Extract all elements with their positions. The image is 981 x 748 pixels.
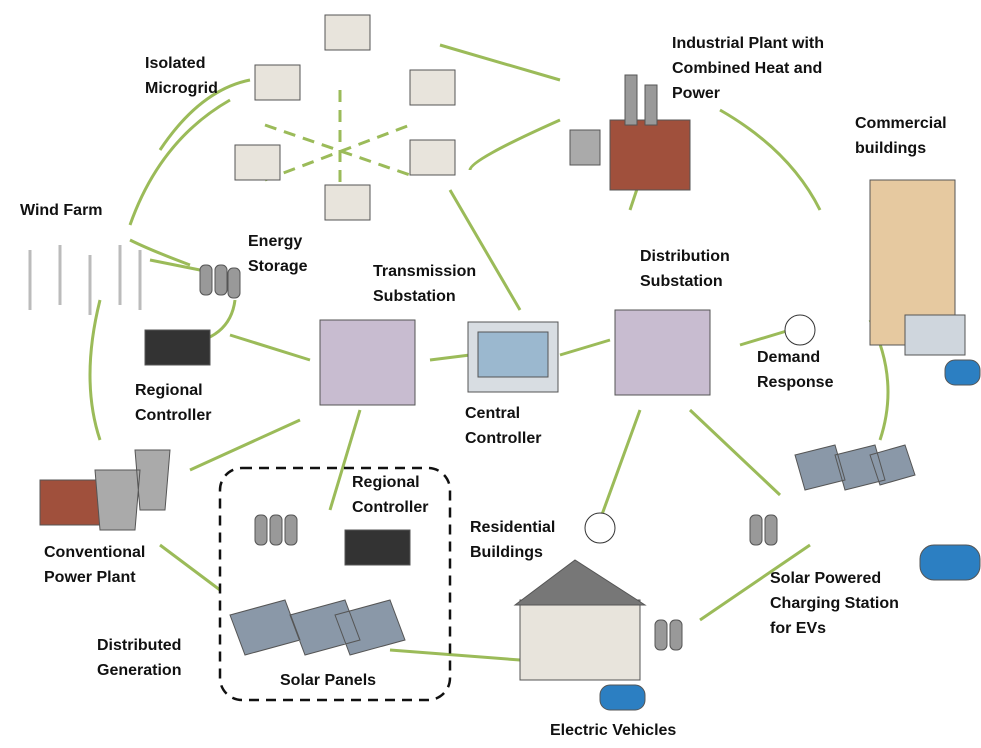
node-label: Demand: [757, 349, 820, 366]
node-label: Isolated: [145, 55, 205, 72]
diagram: Isolated Microgrid Industrial Plant with Co…: [0, 0, 981, 743]
node-label: Energy: [248, 233, 302, 250]
node-label: Substation: [373, 288, 456, 305]
node-label: buildings: [855, 140, 926, 157]
node-label: Microgrid: [145, 80, 218, 97]
node-label: Conventional: [44, 544, 145, 561]
node-label: Controller: [465, 430, 541, 447]
node-label: Distribution: [640, 248, 730, 265]
node-label: Buildings: [470, 544, 543, 561]
node-label: Combined Heat and: [672, 60, 822, 77]
node-label: Wind Farm: [20, 202, 103, 219]
node-label: Commercial: [855, 115, 947, 132]
node-label: Electric Vehicles: [550, 722, 676, 739]
node-label: Transmission: [373, 263, 476, 280]
node-label: Storage: [248, 258, 308, 275]
node-label: Power Plant: [44, 569, 136, 586]
node-label: Controller: [352, 499, 428, 516]
node-label: Response: [757, 374, 834, 391]
node-label: Charging Station: [770, 595, 899, 612]
node-label: Regional: [352, 474, 420, 491]
node-label: Solar Panels: [280, 672, 376, 689]
node-label: Power: [672, 85, 720, 102]
node-label: Controller: [135, 407, 211, 424]
node-label: for EVs: [770, 620, 826, 637]
node-label: Solar Powered: [770, 570, 881, 587]
node-label: Distributed: [97, 637, 181, 654]
node-label: Central: [465, 405, 520, 422]
node-label: Substation: [640, 273, 723, 290]
page: Isolated Microgrid Industrial Plant with Co…: [0, 0, 981, 748]
node-label: Generation: [97, 662, 181, 679]
node-label: Industrial Plant with: [672, 35, 824, 52]
node-label: Residential: [470, 519, 555, 536]
node-label: Regional: [135, 382, 203, 399]
